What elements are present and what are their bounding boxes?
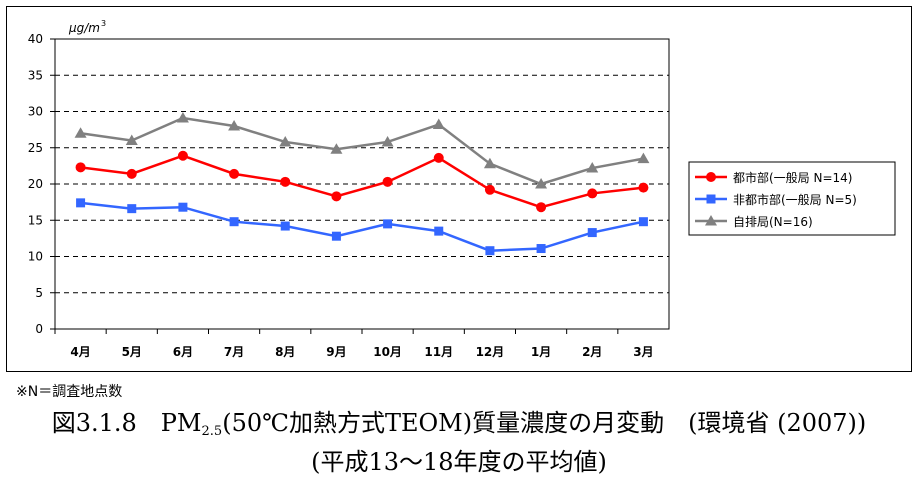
legend-swatch-marker — [705, 215, 717, 226]
data-point — [638, 217, 648, 227]
x-tick-label: 3月 — [633, 345, 653, 359]
y-tick-label: 15 — [28, 213, 43, 227]
x-tick-label: 6月 — [173, 345, 193, 359]
legend-label: 自排局(N=16) — [733, 215, 813, 229]
data-point — [485, 246, 495, 256]
y-tick-label: 25 — [28, 141, 43, 155]
data-point — [280, 221, 290, 231]
x-tick-label: 2月 — [582, 345, 602, 359]
data-point — [637, 152, 650, 164]
x-tick-label: 5月 — [122, 345, 142, 359]
data-point — [280, 176, 291, 187]
x-tick-label: 12月 — [476, 345, 505, 359]
data-point — [483, 157, 496, 169]
legend-label: 都市部(一般局 N=14) — [733, 170, 852, 185]
data-point — [587, 188, 598, 199]
y-tick-label: 0 — [35, 322, 43, 336]
data-point — [76, 198, 86, 208]
data-point — [587, 228, 597, 238]
y-tick-label: 35 — [28, 68, 43, 82]
data-point — [126, 168, 137, 179]
figure-caption: 図3.1.8 PM2.5(50℃加熱方式TEOM)質量濃度の月変動 (環境省 (… — [0, 403, 918, 439]
y-tick-label: 5 — [35, 286, 43, 300]
footnote: ※N＝調査地点数 — [16, 384, 123, 400]
data-point — [484, 184, 495, 195]
data-point — [75, 162, 86, 173]
x-tick-label: 10月 — [373, 345, 402, 359]
legend-swatch-marker — [706, 172, 716, 182]
y-unit-superscript: 3 — [101, 19, 106, 28]
data-point — [535, 178, 548, 189]
figure-caption-line2: (平成13～18年度の平均値) — [311, 448, 607, 476]
data-point — [638, 182, 649, 193]
y-tick-label: 10 — [28, 250, 43, 264]
data-point — [536, 244, 546, 254]
caption-pre: 図3.1.8 PM — [51, 409, 202, 437]
y-unit-label: μg/m — [68, 21, 100, 35]
caption-subscript: 2.5 — [201, 424, 223, 439]
data-point — [586, 162, 599, 173]
data-point — [74, 127, 87, 138]
data-point — [125, 134, 138, 145]
y-tick-label: 30 — [28, 105, 43, 119]
x-tick-label: 1月 — [531, 345, 551, 359]
data-point — [228, 120, 241, 131]
series-line — [80, 116, 644, 186]
data-point — [177, 150, 188, 161]
caption-post: (50℃加熱方式TEOM)質量濃度の月変動 (環境省 (2007)) — [222, 409, 867, 437]
data-point — [331, 191, 342, 202]
x-tick-label: 8月 — [275, 345, 295, 359]
line-chart: 0 5 10 15 20 25 30 35 40 4月 5月 6月 7月 8月 9月 10月 11月 12月 1月 2… — [28, 19, 896, 359]
data-point — [381, 135, 394, 147]
x-tick-label: 4月 — [70, 345, 90, 359]
data-point — [229, 217, 239, 227]
data-point — [383, 219, 393, 229]
chart-frame: 0 5 10 15 20 25 30 35 40 4月 5月 6月 7月 8月 9月 10月 11月 12月 1月 2… — [6, 6, 912, 372]
data-point — [536, 202, 547, 213]
legend-swatch-marker — [706, 194, 716, 204]
series-line — [80, 201, 644, 252]
y-tick-label: 40 — [28, 32, 43, 46]
data-point — [178, 202, 188, 212]
data-point — [433, 152, 444, 163]
data-point — [279, 135, 292, 147]
data-point — [382, 176, 393, 187]
legend-label: 非都市部(一般局 N=5) — [733, 192, 857, 207]
y-tick-label: 20 — [28, 177, 43, 191]
x-tick-label: 11月 — [424, 345, 453, 359]
data-point — [434, 226, 444, 236]
data-point — [432, 118, 445, 130]
data-point — [229, 168, 240, 179]
data-point — [176, 112, 189, 123]
series-line — [80, 154, 644, 209]
data-point — [331, 231, 341, 241]
data-point — [127, 204, 137, 214]
x-tick-label: 7月 — [224, 345, 244, 359]
data-point — [330, 143, 343, 154]
x-tick-label: 9月 — [326, 345, 346, 359]
